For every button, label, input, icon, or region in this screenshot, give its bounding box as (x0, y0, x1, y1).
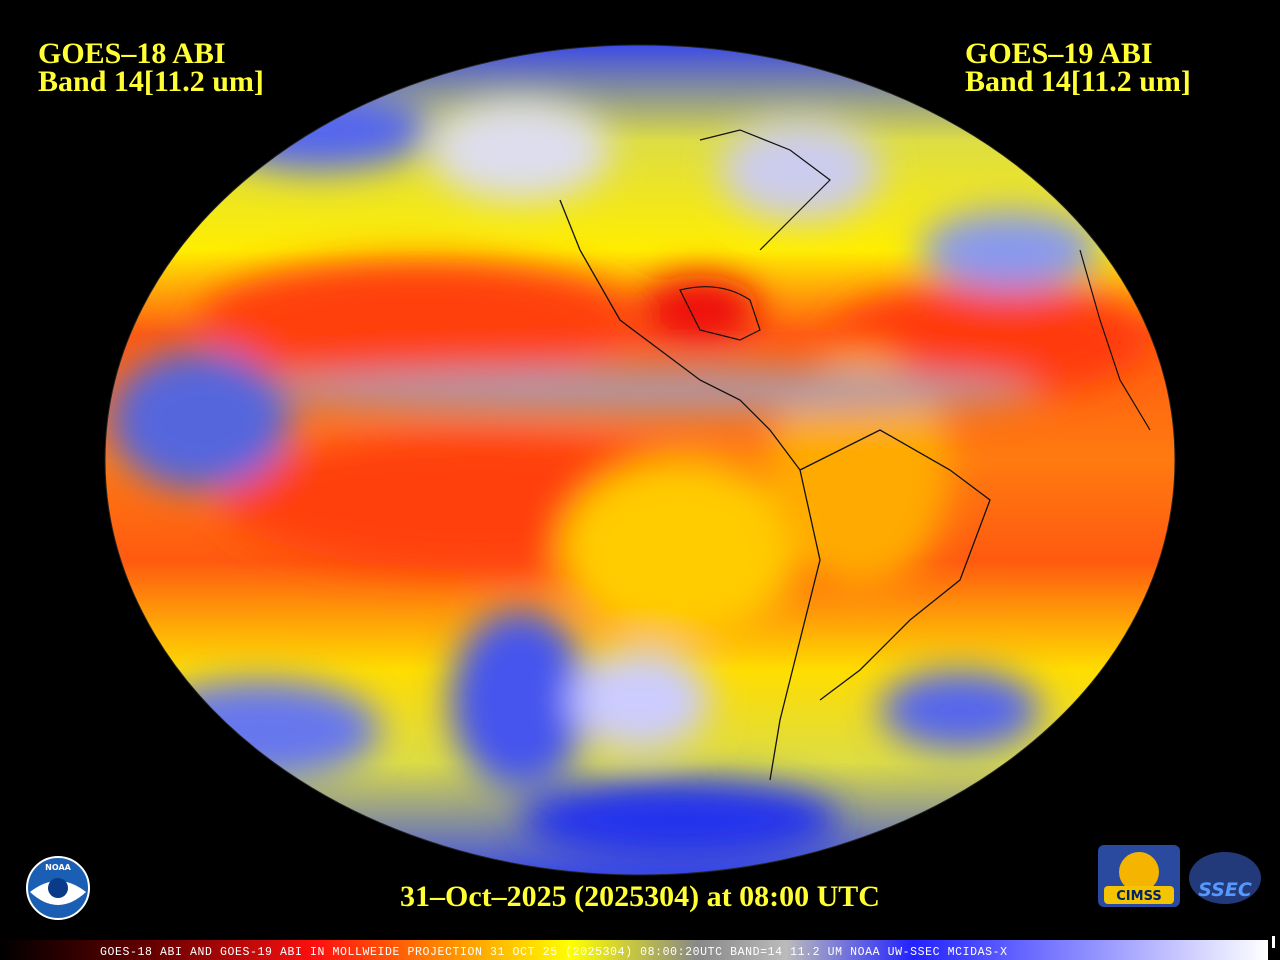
ssec-logo: SSEC (1189, 852, 1261, 904)
left-label-line2: Band 14[11.2 um] (38, 65, 264, 98)
globe-image (105, 45, 1175, 875)
right-label-line1: GOES–19 ABI (965, 37, 1153, 70)
ssec-text: SSEC (1198, 879, 1252, 901)
left-label-line1: GOES–18 ABI (38, 37, 226, 70)
bar-marker (1272, 936, 1275, 948)
cimss-logo: CIMSS (1098, 845, 1180, 907)
date-line: 31–Oct–2025 (2025304) at 08:00 UTC (400, 880, 880, 913)
cimss-text: CIMSS (1116, 889, 1161, 904)
globe-edge (104, 44, 1176, 876)
info-strip: GOES-18 ABI AND GOES-19 ABI IN MOLLWEIDE… (100, 946, 1008, 959)
right-label-line2: Band 14[11.2 um] (965, 65, 1191, 98)
noaa-text: NOAA (45, 863, 71, 872)
color-bar (0, 940, 1268, 960)
noaa-logo: NOAA (26, 856, 90, 920)
